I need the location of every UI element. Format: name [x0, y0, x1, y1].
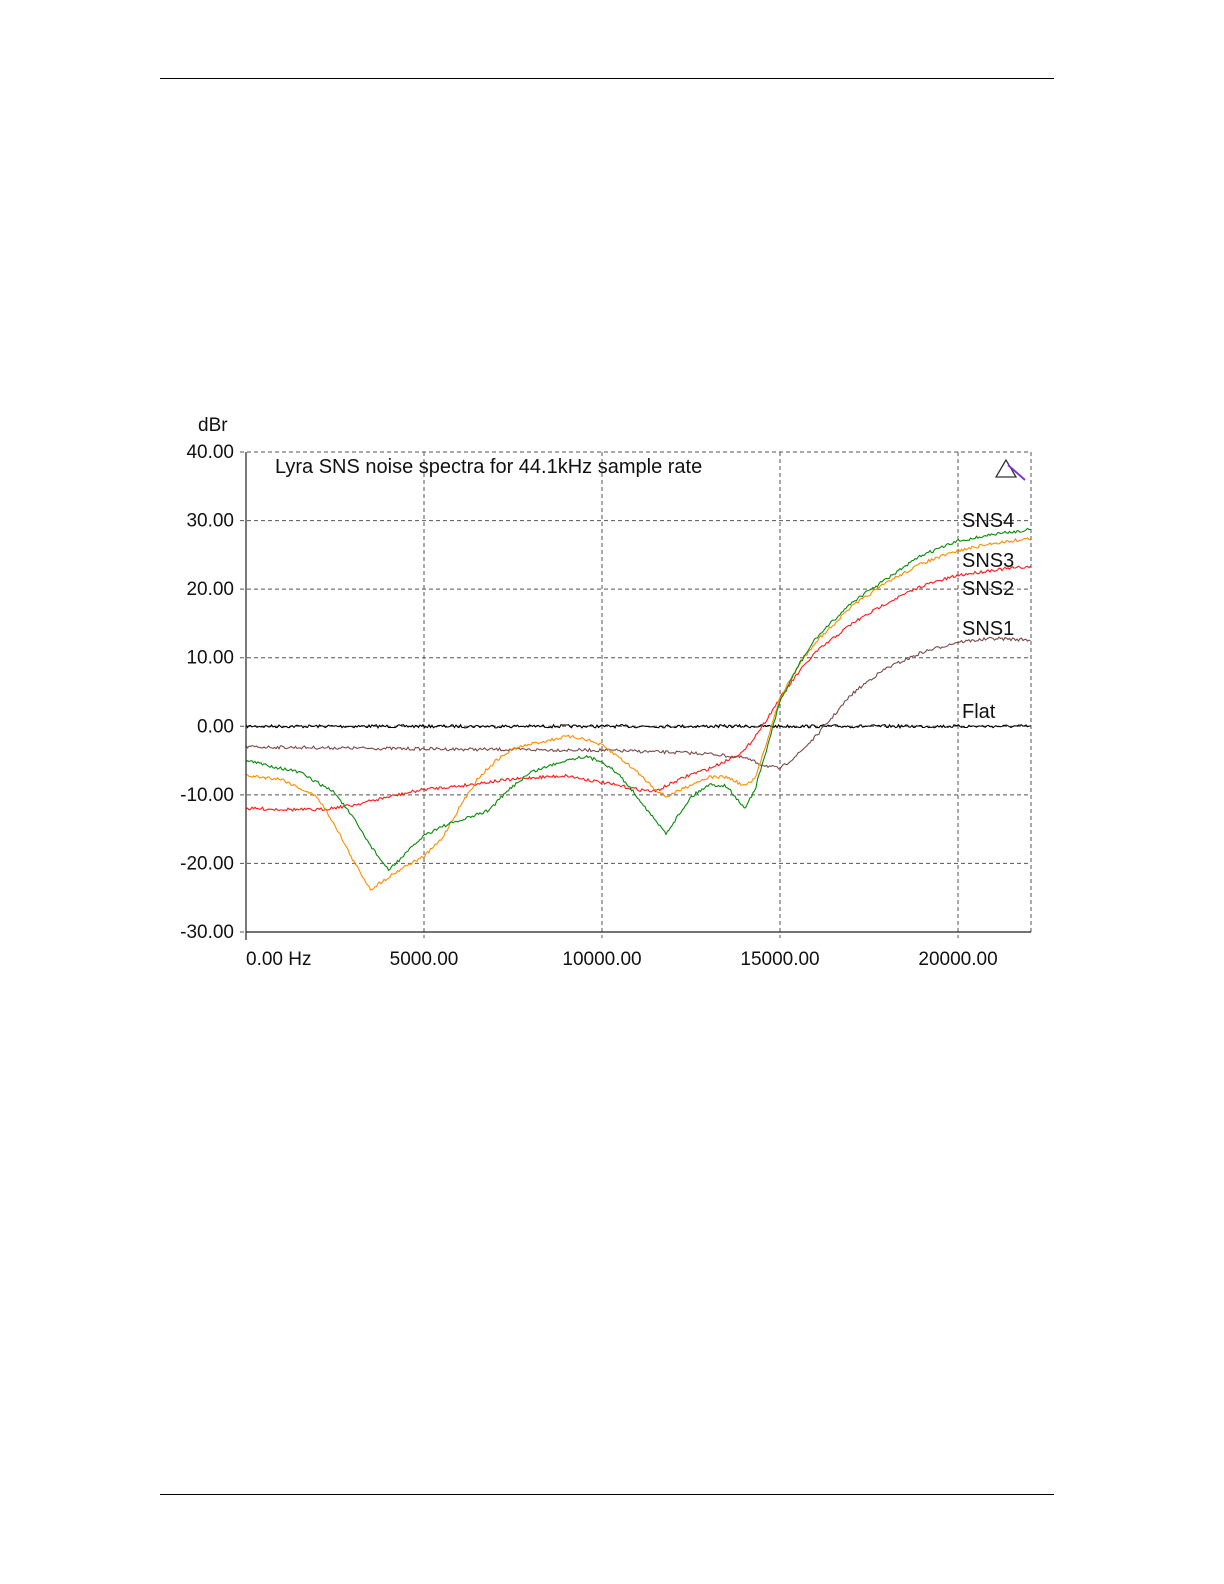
- series-line-sns2: [245, 565, 1031, 812]
- x-tick-label: 10000.00: [562, 949, 641, 970]
- x-tick-label: 20000.00: [918, 949, 997, 970]
- series-label: SNS1: [962, 618, 1014, 640]
- series-group: [245, 527, 1031, 891]
- series-line-sns1: [245, 636, 1031, 771]
- y-tick-label: 30.00: [186, 511, 234, 532]
- series-line-sns4: [245, 527, 1031, 872]
- axes: 40.00 30.00 20.00 10.00 0.00 -10.00 -20.00 -30.…: [180, 442, 1031, 970]
- y-tick-label: 20.00: [186, 579, 234, 600]
- y-tick-label: -20.00: [180, 853, 234, 874]
- series-line-sns3: [245, 536, 1031, 891]
- y-tick-label: 40.00: [186, 442, 234, 463]
- series-label: SNS2: [962, 578, 1014, 600]
- cursor-icon: [994, 458, 1026, 481]
- y-tick-label: -10.00: [180, 785, 234, 806]
- y-tick-label: 0.00: [197, 716, 234, 737]
- x-tick-label: 0.00 Hz: [246, 949, 311, 970]
- y-tick-label: 10.00: [186, 648, 234, 669]
- series-label: SNS3: [962, 550, 1014, 572]
- series-label: SNS4: [962, 510, 1014, 532]
- header-rule: [160, 78, 1054, 79]
- y-tick-label: -30.00: [180, 922, 234, 943]
- y-axis-label: dBr: [198, 415, 228, 436]
- chart-title: Lyra SNS noise spectra for 44.1kHz sampl…: [275, 456, 702, 478]
- grid: [240, 451, 1032, 938]
- series-label: Flat: [962, 701, 996, 723]
- footer-rule: [160, 1494, 1054, 1495]
- x-tick-label: 15000.00: [740, 949, 819, 970]
- series-labels: Flat SNS1 SNS2 SNS3 SNS4: [962, 510, 1014, 723]
- series-line-flat: [245, 723, 1031, 730]
- x-tick-label: 5000.00: [390, 949, 459, 970]
